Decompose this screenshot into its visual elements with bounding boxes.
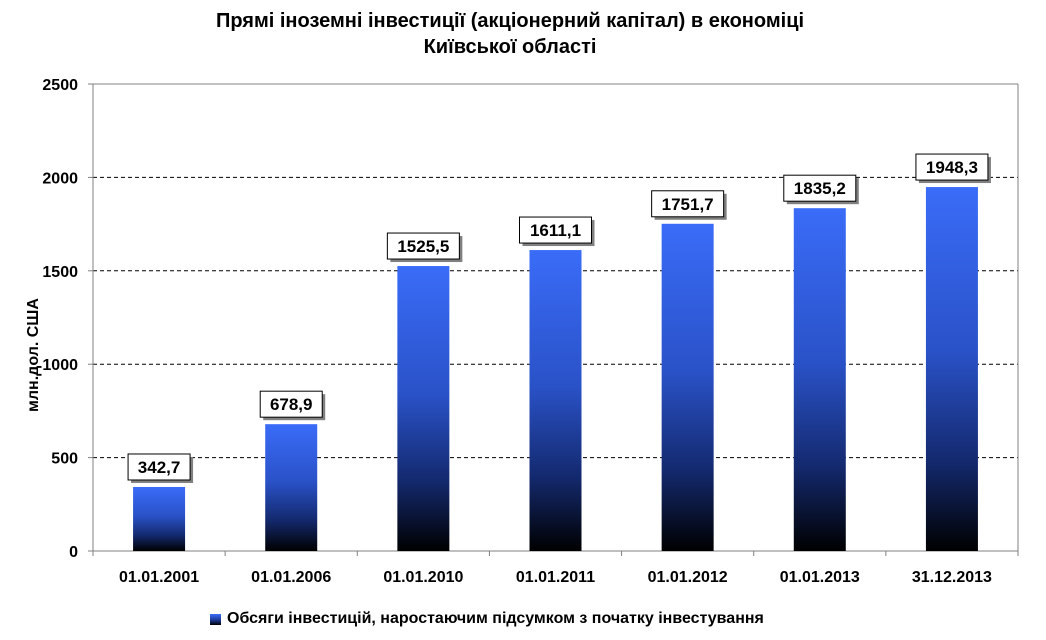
bar bbox=[397, 266, 450, 551]
x-tick-label: 01.01.2011 bbox=[516, 569, 595, 586]
x-tick-label: 01.01.2012 bbox=[648, 569, 728, 586]
data-label: 1835,2 bbox=[794, 179, 846, 198]
data-label: 1948,3 bbox=[926, 158, 978, 177]
bar bbox=[925, 187, 978, 551]
y-tick-label: 1000 bbox=[42, 357, 78, 374]
data-label: 1751,7 bbox=[662, 195, 714, 214]
y-tick-label: 500 bbox=[51, 451, 78, 468]
bar bbox=[265, 424, 318, 551]
data-labels: 342,7 678,9 1525,5 1611,1 1751,7 1835,2 1948,3 bbox=[127, 153, 991, 483]
chart-title-line-1: Прямі іноземні інвестиції (акціонерний к… bbox=[215, 10, 805, 32]
bar bbox=[529, 250, 582, 552]
y-tick-label: 2000 bbox=[42, 170, 78, 187]
data-label: 1611,1 bbox=[530, 221, 581, 240]
data-label-box bbox=[915, 153, 989, 181]
data-label-box bbox=[386, 232, 460, 260]
x-tick-label: 01.01.2001 bbox=[119, 569, 199, 586]
data-label: 342,7 bbox=[138, 458, 181, 477]
bars bbox=[133, 187, 978, 552]
legend-swatch bbox=[210, 613, 221, 625]
data-label-box bbox=[651, 190, 725, 218]
y-tick-label: 0 bbox=[69, 544, 78, 561]
x-tick-label: 01.01.2010 bbox=[383, 569, 463, 586]
y-tick-label: 2500 bbox=[42, 77, 78, 94]
y-tick-label: 1500 bbox=[42, 264, 78, 281]
data-label: 1525,5 bbox=[397, 237, 449, 256]
data-label-box bbox=[519, 216, 592, 244]
x-tick-label: 31.12.2013 bbox=[912, 569, 992, 586]
bar bbox=[661, 223, 714, 551]
bar bbox=[793, 208, 846, 552]
x-tick-label: 01.01.2013 bbox=[780, 569, 860, 586]
bar bbox=[133, 486, 186, 551]
legend-label: Обсяги інвестицій, наростаючим підсумком… bbox=[227, 610, 764, 627]
x-tick-label: 01.01.2006 bbox=[251, 569, 331, 586]
chart-title-line-2: Київської області bbox=[423, 36, 597, 58]
data-label: 678,9 bbox=[270, 395, 313, 414]
y-axis-title: млн.дол. США bbox=[25, 298, 42, 412]
data-label-box bbox=[783, 174, 857, 202]
data-label-box bbox=[127, 453, 191, 481]
legend: Обсяги інвестицій, наростаючим підсумком… bbox=[210, 607, 764, 631]
axes: 0 500 1000 1500 2000 2500 01.01.2001 01.01.2006… bbox=[42, 77, 1019, 586]
data-label-box bbox=[259, 390, 323, 418]
